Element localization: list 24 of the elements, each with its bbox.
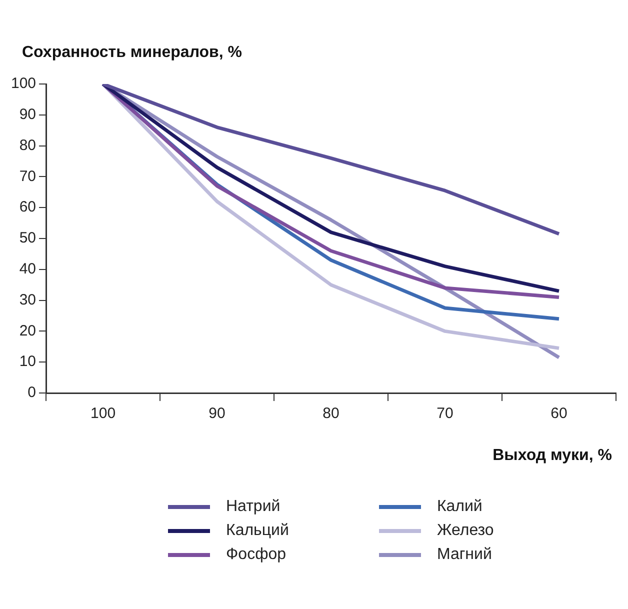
legend-label: Железо — [436, 522, 494, 540]
x-axis-title: Выход муки, % — [492, 447, 612, 465]
x-tick-label: 60 — [550, 405, 568, 422]
x-tick-label: 90 — [208, 405, 226, 422]
x-tick-label: 70 — [436, 405, 454, 422]
y-tick-label: 60 — [19, 198, 36, 216]
x-tick-label: 80 — [322, 405, 340, 422]
legend-label: Фосфор — [226, 546, 286, 564]
legend-label: Кальций — [226, 522, 289, 540]
y-tick-label: 20 — [19, 322, 36, 340]
y-tick-label: 10 — [19, 353, 36, 370]
y-axis-title: Сохранность минералов, % — [22, 44, 243, 62]
y-tick-label: 70 — [19, 168, 36, 185]
y-tick-label: 0 — [28, 384, 36, 402]
legend-label: Натрий — [226, 498, 280, 516]
y-tick-label: 90 — [19, 106, 36, 124]
x-tick-label: 100 — [90, 405, 116, 422]
legend-label: Калий — [436, 498, 482, 516]
y-tick-label: 40 — [19, 260, 36, 278]
legend-label: Магний — [436, 546, 492, 564]
y-tick-label: 100 — [10, 75, 36, 92]
y-tick-label: 50 — [19, 230, 36, 247]
y-tick-label: 80 — [19, 136, 36, 154]
y-tick-label: 30 — [19, 291, 36, 308]
